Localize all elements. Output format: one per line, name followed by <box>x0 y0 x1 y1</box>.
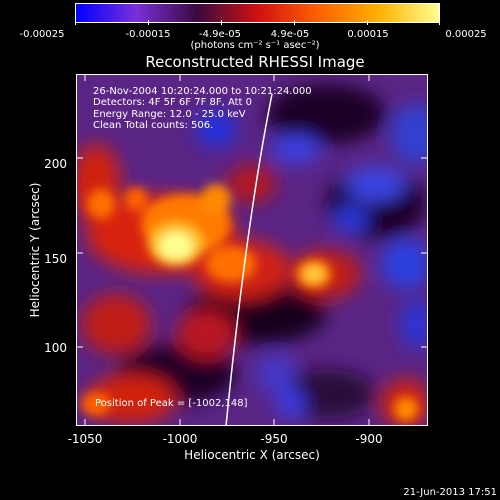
y-tick-label: 150 <box>44 252 67 266</box>
colorbar-tick-label: 4.9e-05 <box>270 29 310 40</box>
x-tick-label: -900 <box>355 432 383 446</box>
y-axis-label: Heliocentric Y (arcsec) <box>28 182 42 318</box>
colorbar-units: (photons cm⁻² s⁻¹ asec⁻²) <box>190 40 320 51</box>
colorbar-tick-label: 0.00015 <box>347 29 389 40</box>
x-tick-label: -1050 <box>67 432 103 446</box>
colorbar-tick-label: -0.00015 <box>125 29 171 40</box>
x-tick-label: -950 <box>260 432 288 446</box>
colorbar-tick-label: -4.9e-05 <box>199 29 241 40</box>
colorbar-tick <box>294 20 295 25</box>
peak-position-text: Position of Peak = [-1002,148] <box>95 398 248 409</box>
axis-ticks <box>76 74 428 426</box>
solar-limb-line <box>225 93 273 426</box>
colorbar-tick-label: 0.00025 <box>445 29 487 40</box>
energy-range-text: Energy Range: 12.0 - 25.0 keV <box>93 109 246 120</box>
colorbar-tick <box>148 20 149 25</box>
colorbar-tick <box>221 20 222 25</box>
colorbar-tick <box>439 20 440 25</box>
plot-title: Reconstructed RHESSI Image <box>145 53 365 71</box>
reconstructed-image <box>76 74 428 426</box>
plot-date-stamp: 21-Jun-2013 17:51 <box>403 487 497 498</box>
colorbar-gradient <box>76 4 439 22</box>
time-range-text: 26-Nov-2004 10:20:24.000 to 10:21:24.000 <box>93 86 312 97</box>
x-axis-label: Heliocentric X (arcsec) <box>184 448 320 462</box>
y-tick-label: 200 <box>44 157 67 171</box>
clean-counts-text: Clean Total counts: 506. <box>93 120 214 131</box>
y-tick-label: 100 <box>44 341 67 355</box>
colorbar-tick-label: -0.00025 <box>19 29 65 40</box>
colorbar-tick <box>367 20 368 25</box>
image-plot <box>76 74 428 426</box>
detectors-text: Detectors: 4F 5F 6F 7F 8F, Att 0 <box>93 97 253 108</box>
x-tick-label: -1000 <box>162 432 198 446</box>
colorbar <box>75 3 440 23</box>
colorbar-tick <box>75 20 76 25</box>
